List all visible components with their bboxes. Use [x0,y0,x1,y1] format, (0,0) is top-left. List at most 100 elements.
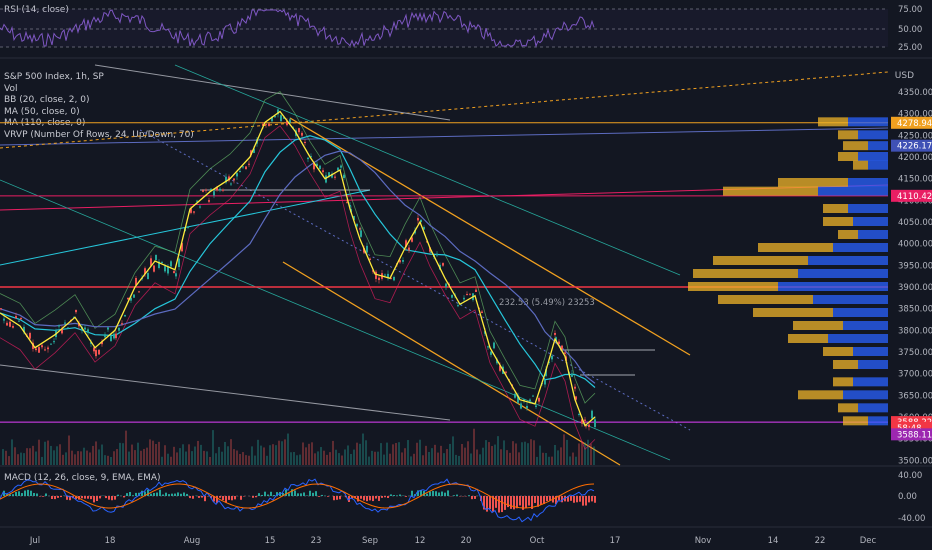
macd-histogram-bar [327,496,329,497]
time-axis-label: Jul [29,536,40,546]
volume-bar [401,452,403,465]
candle-body [405,240,407,247]
price-badge [891,139,932,152]
vrvp-down-bar [813,295,888,304]
candle-body [369,258,371,261]
candle-body [451,295,453,298]
volume-bar [23,453,25,465]
candle-body [253,148,255,153]
price-badge [891,189,932,202]
macd-histogram-bar [489,496,491,509]
rsi-band [0,9,888,47]
candle-body [175,273,177,277]
macd-histogram-bar [585,496,587,506]
candle-body [187,226,189,228]
macd-histogram-bar [18,491,20,496]
macd-histogram-bar [501,496,503,513]
macd-histogram-bar [270,491,272,496]
vrvp-up-bar [693,269,798,278]
macd-histogram-bar [171,493,173,496]
volume-bar [413,453,415,465]
macd-signal-line [0,483,595,509]
macd-histogram-bar [36,493,38,496]
volume-bar [449,443,451,465]
volume-bar [158,441,160,465]
vrvp-down-bar [828,334,888,343]
candle-body [12,326,14,328]
ma110-line [0,150,596,384]
macd-histogram-bar [90,496,92,500]
volume-bar [236,450,238,465]
macd-histogram-bar [99,496,101,499]
volume-bar [410,456,412,465]
vrvp-down-bar [843,321,888,330]
candle-body [18,320,20,322]
macd-histogram-bar [300,493,302,496]
vrvp-down-bar [858,130,888,140]
volume-bar [590,443,592,465]
volume-bar [200,444,202,465]
orange-channel-lower [282,261,621,466]
macd-histogram-bar [183,492,185,496]
macd-histogram-bar [438,492,440,496]
candle-body [575,396,577,400]
volume-bar [134,450,136,465]
candle-body [248,163,250,165]
volume-bar [446,449,448,465]
candle-body [584,419,586,421]
macd-histogram-bar [435,491,437,496]
candle-body [436,253,438,256]
macd-histogram-bar [153,492,155,496]
macd-line [0,478,595,523]
candle-body [23,326,25,333]
rsi-line [0,9,595,48]
volume-bar [11,439,13,465]
volume-bar [41,456,43,465]
volume-bar [74,454,76,465]
volume-bar [296,455,298,465]
candle-body [538,397,540,402]
volume-bar [59,444,61,465]
volume-bar [473,428,475,465]
volume-bar [167,453,169,465]
macd-histogram-bar [39,496,41,497]
candle-body [219,188,221,191]
macd-histogram-bar [582,496,584,506]
macd-histogram-bar [297,493,299,496]
macd-histogram-bar [261,494,263,496]
price-axis-tick: 3500.00 [898,456,932,466]
candle-body [236,173,238,177]
macd-histogram-bar [318,496,320,497]
macd-histogram-bar [444,492,446,496]
candle-body [340,165,342,168]
macd-histogram-bar [390,494,392,496]
macd-histogram-bar [555,496,557,504]
bb-lower-band [0,125,596,451]
volume-bar [278,440,280,465]
macd-histogram-bar [75,496,77,499]
candle-body [205,189,207,191]
candle-body [90,342,92,344]
bb-upper-band [0,90,596,404]
candle-body [487,346,489,348]
candle-body [319,165,321,170]
macd-axis-label: -40.00 [898,514,925,524]
volume-bar [530,439,532,465]
price-axis-tick: 4300.00 [898,110,932,120]
volume-bar [143,448,145,465]
macd-histogram-bar [66,496,68,500]
candle-body [135,278,137,286]
macd-histogram-bar [231,496,233,501]
volume-bar [299,454,301,465]
macd-histogram-bar [546,496,548,502]
volume-bar [230,439,232,465]
candle-body [164,266,166,272]
candle-body [245,166,247,170]
volume-bar [434,444,436,465]
candle-body [107,327,109,330]
vrvp-up-bar [753,308,833,317]
volume-bar [272,444,274,465]
price-axis-tick: 3750.00 [898,348,932,358]
volume-bar [494,444,496,465]
